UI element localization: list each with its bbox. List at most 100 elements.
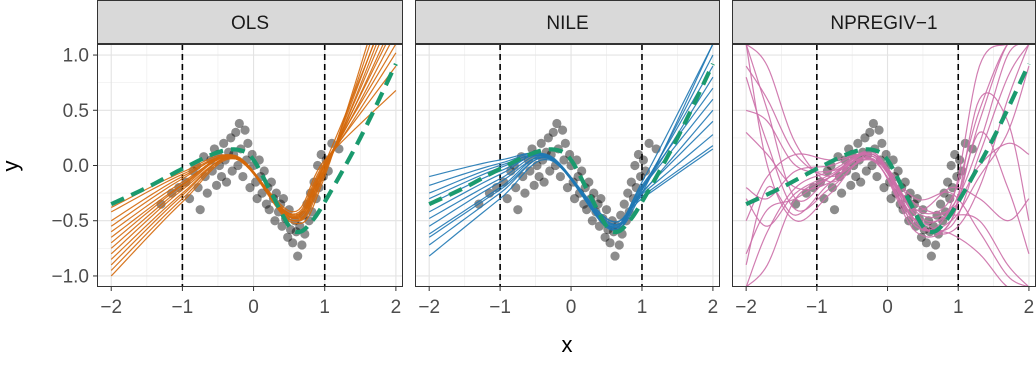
x-tick-label: −1	[172, 297, 194, 318]
fitted-curve	[110, 89, 397, 213]
x-axis-label: x	[562, 332, 573, 357]
scatter-point	[601, 205, 612, 215]
scatter-point	[560, 138, 570, 149]
scatter-point	[921, 238, 932, 248]
scatter-point	[860, 133, 870, 143]
scatter-point	[226, 133, 236, 143]
facet-panel-1: OLS −2 −1 0 1 2 −1.0 −0.5 0.0 0.5 1.0	[51, 0, 403, 318]
true-function-line	[745, 62, 1031, 235]
scatter-point	[221, 177, 232, 187]
facet-title: OLS	[231, 13, 269, 34]
scatter-point	[283, 232, 293, 242]
scatter-point	[499, 177, 509, 187]
scatter-point	[565, 149, 575, 160]
fitted-curve	[745, 76, 1030, 255]
scatter-point	[297, 240, 307, 250]
scatter-point	[950, 149, 960, 160]
scatter-point	[545, 166, 555, 176]
scatter-point	[270, 216, 280, 226]
x-tick-label: 0	[566, 297, 577, 318]
scatter-point	[861, 166, 871, 176]
fitted-curve	[745, 65, 1029, 287]
scatter-point	[600, 232, 610, 242]
scatter-point	[520, 188, 530, 198]
scatter-point	[557, 125, 568, 135]
scatter-point	[562, 182, 573, 193]
facet-panel-3: NPREGIV−1 −2 −1 0 1 2	[732, 0, 1036, 318]
scatter-point	[640, 166, 651, 176]
scatter-point	[939, 188, 949, 198]
facet-strip	[415, 0, 720, 44]
facet-panel-2: NILE −2 −1 0 1 2	[415, 0, 720, 318]
y-tick-label: −0.5	[51, 211, 89, 232]
scatter-point	[211, 180, 222, 190]
scatter-point	[534, 171, 544, 182]
scatter-point	[829, 205, 840, 215]
scatter-point	[231, 127, 241, 137]
y-tick-label: 0.5	[63, 101, 89, 122]
y-tick-label: −1.0	[51, 266, 89, 287]
x-tick-label: −1	[489, 297, 511, 318]
fitted-curve	[428, 44, 714, 238]
scatter-point	[238, 171, 248, 182]
scatter-point	[614, 240, 624, 250]
x-tick-label: −1	[806, 297, 828, 318]
scatter-point	[252, 194, 262, 204]
scatter-point	[623, 188, 633, 198]
scatter-point	[257, 188, 267, 198]
scatter-point	[935, 199, 946, 209]
x-tick-label: 0	[882, 297, 893, 318]
x-tick-label: −2	[418, 297, 440, 318]
scatter-point	[819, 194, 829, 204]
panel-plot-area	[428, 44, 715, 287]
panel-plot-area	[110, 44, 398, 287]
scatter-point	[264, 205, 274, 215]
scatter-point	[872, 171, 882, 182]
scatter-point	[886, 194, 896, 204]
x-tick-label: 2	[1024, 297, 1035, 318]
scatter-point	[577, 166, 587, 176]
facet-title: NPREGIV−1	[830, 13, 937, 34]
facet-strip	[732, 0, 1036, 44]
scatter-point	[635, 171, 646, 182]
fitted-curve	[745, 153, 1030, 287]
scatter-point	[868, 118, 878, 129]
scatter-point	[261, 199, 271, 209]
scatter-point	[536, 138, 546, 149]
scatter-point	[216, 171, 227, 182]
y-tick-label: 1.0	[63, 46, 89, 67]
scatter-point	[619, 199, 629, 209]
scatter-point	[243, 138, 253, 149]
scatter-point	[529, 180, 539, 190]
scatter-point	[596, 194, 606, 204]
scatter-point	[582, 205, 592, 215]
scatter-point	[234, 118, 244, 129]
scatter-point	[219, 138, 229, 149]
scatter-point	[846, 180, 856, 190]
x-tick-label: 1	[637, 297, 648, 318]
x-tick-label: 1	[953, 297, 964, 318]
scatter-point	[605, 238, 615, 248]
scatter-point	[851, 171, 861, 182]
true-function-line	[428, 62, 715, 235]
scatter-point	[931, 240, 941, 250]
x-tick-label: −2	[735, 297, 757, 318]
panel-border	[97, 44, 403, 287]
x-tick-label: −2	[100, 297, 122, 318]
scatter-point	[633, 149, 644, 160]
scatter-point	[543, 133, 553, 143]
scatter-point	[207, 166, 217, 176]
scatter-point	[644, 138, 654, 149]
panel-plot-area	[745, 44, 1031, 287]
scatter-point	[610, 251, 620, 261]
scatter-point	[559, 155, 569, 165]
scatter-point	[943, 177, 953, 187]
scatter-point	[638, 155, 648, 165]
scatter-point	[874, 125, 884, 135]
scatter-point	[316, 149, 326, 160]
scatter-point	[245, 182, 255, 193]
x-tick-label: 0	[248, 297, 259, 318]
scatter-point	[881, 149, 891, 160]
scatter-point	[195, 205, 205, 215]
